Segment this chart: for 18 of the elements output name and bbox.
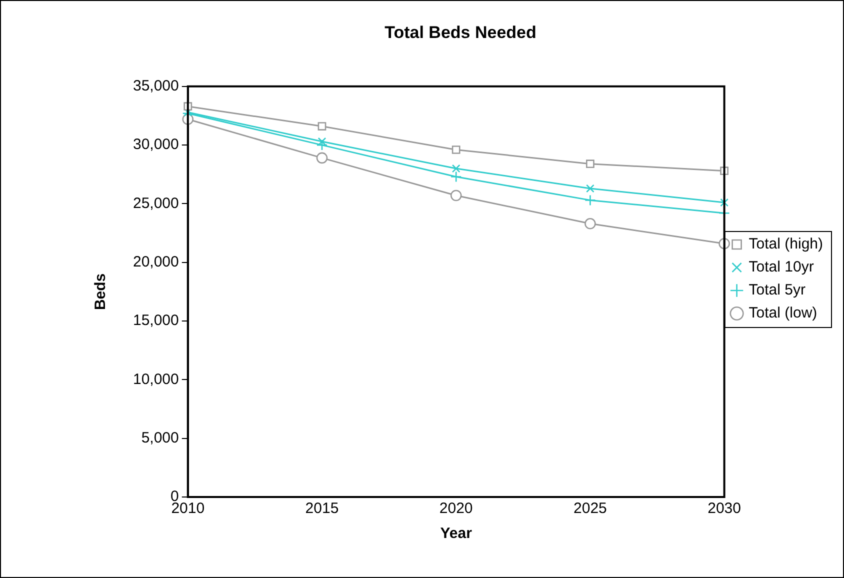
- legend-label: Total 5yr: [748, 282, 806, 299]
- y-tick-label: 30,000: [132, 136, 179, 154]
- y-tick-label: 15,000: [132, 312, 179, 330]
- legend-label: Total 10yr: [748, 258, 814, 276]
- y-tick-label: 25,000: [132, 194, 179, 212]
- y-tick-label: 20,000: [132, 254, 179, 271]
- x-axis-title: Year: [440, 525, 472, 542]
- y-axis-title: Beds: [92, 273, 110, 310]
- y-tick-label: 35,000: [132, 78, 179, 95]
- legend-label: Total (high): [748, 236, 824, 253]
- legend-label: Total (low): [748, 304, 818, 322]
- x-tick-label: 2015: [305, 500, 339, 518]
- chart-title: Total Beds Needed: [384, 22, 536, 42]
- x-tick-label: 2020: [439, 500, 473, 518]
- y-tick-label: 10,000: [132, 370, 179, 388]
- x-tick-label: 2025: [574, 500, 607, 518]
- y-tick-label: 5,000: [141, 429, 179, 446]
- x-tick-label: 2030: [708, 500, 741, 518]
